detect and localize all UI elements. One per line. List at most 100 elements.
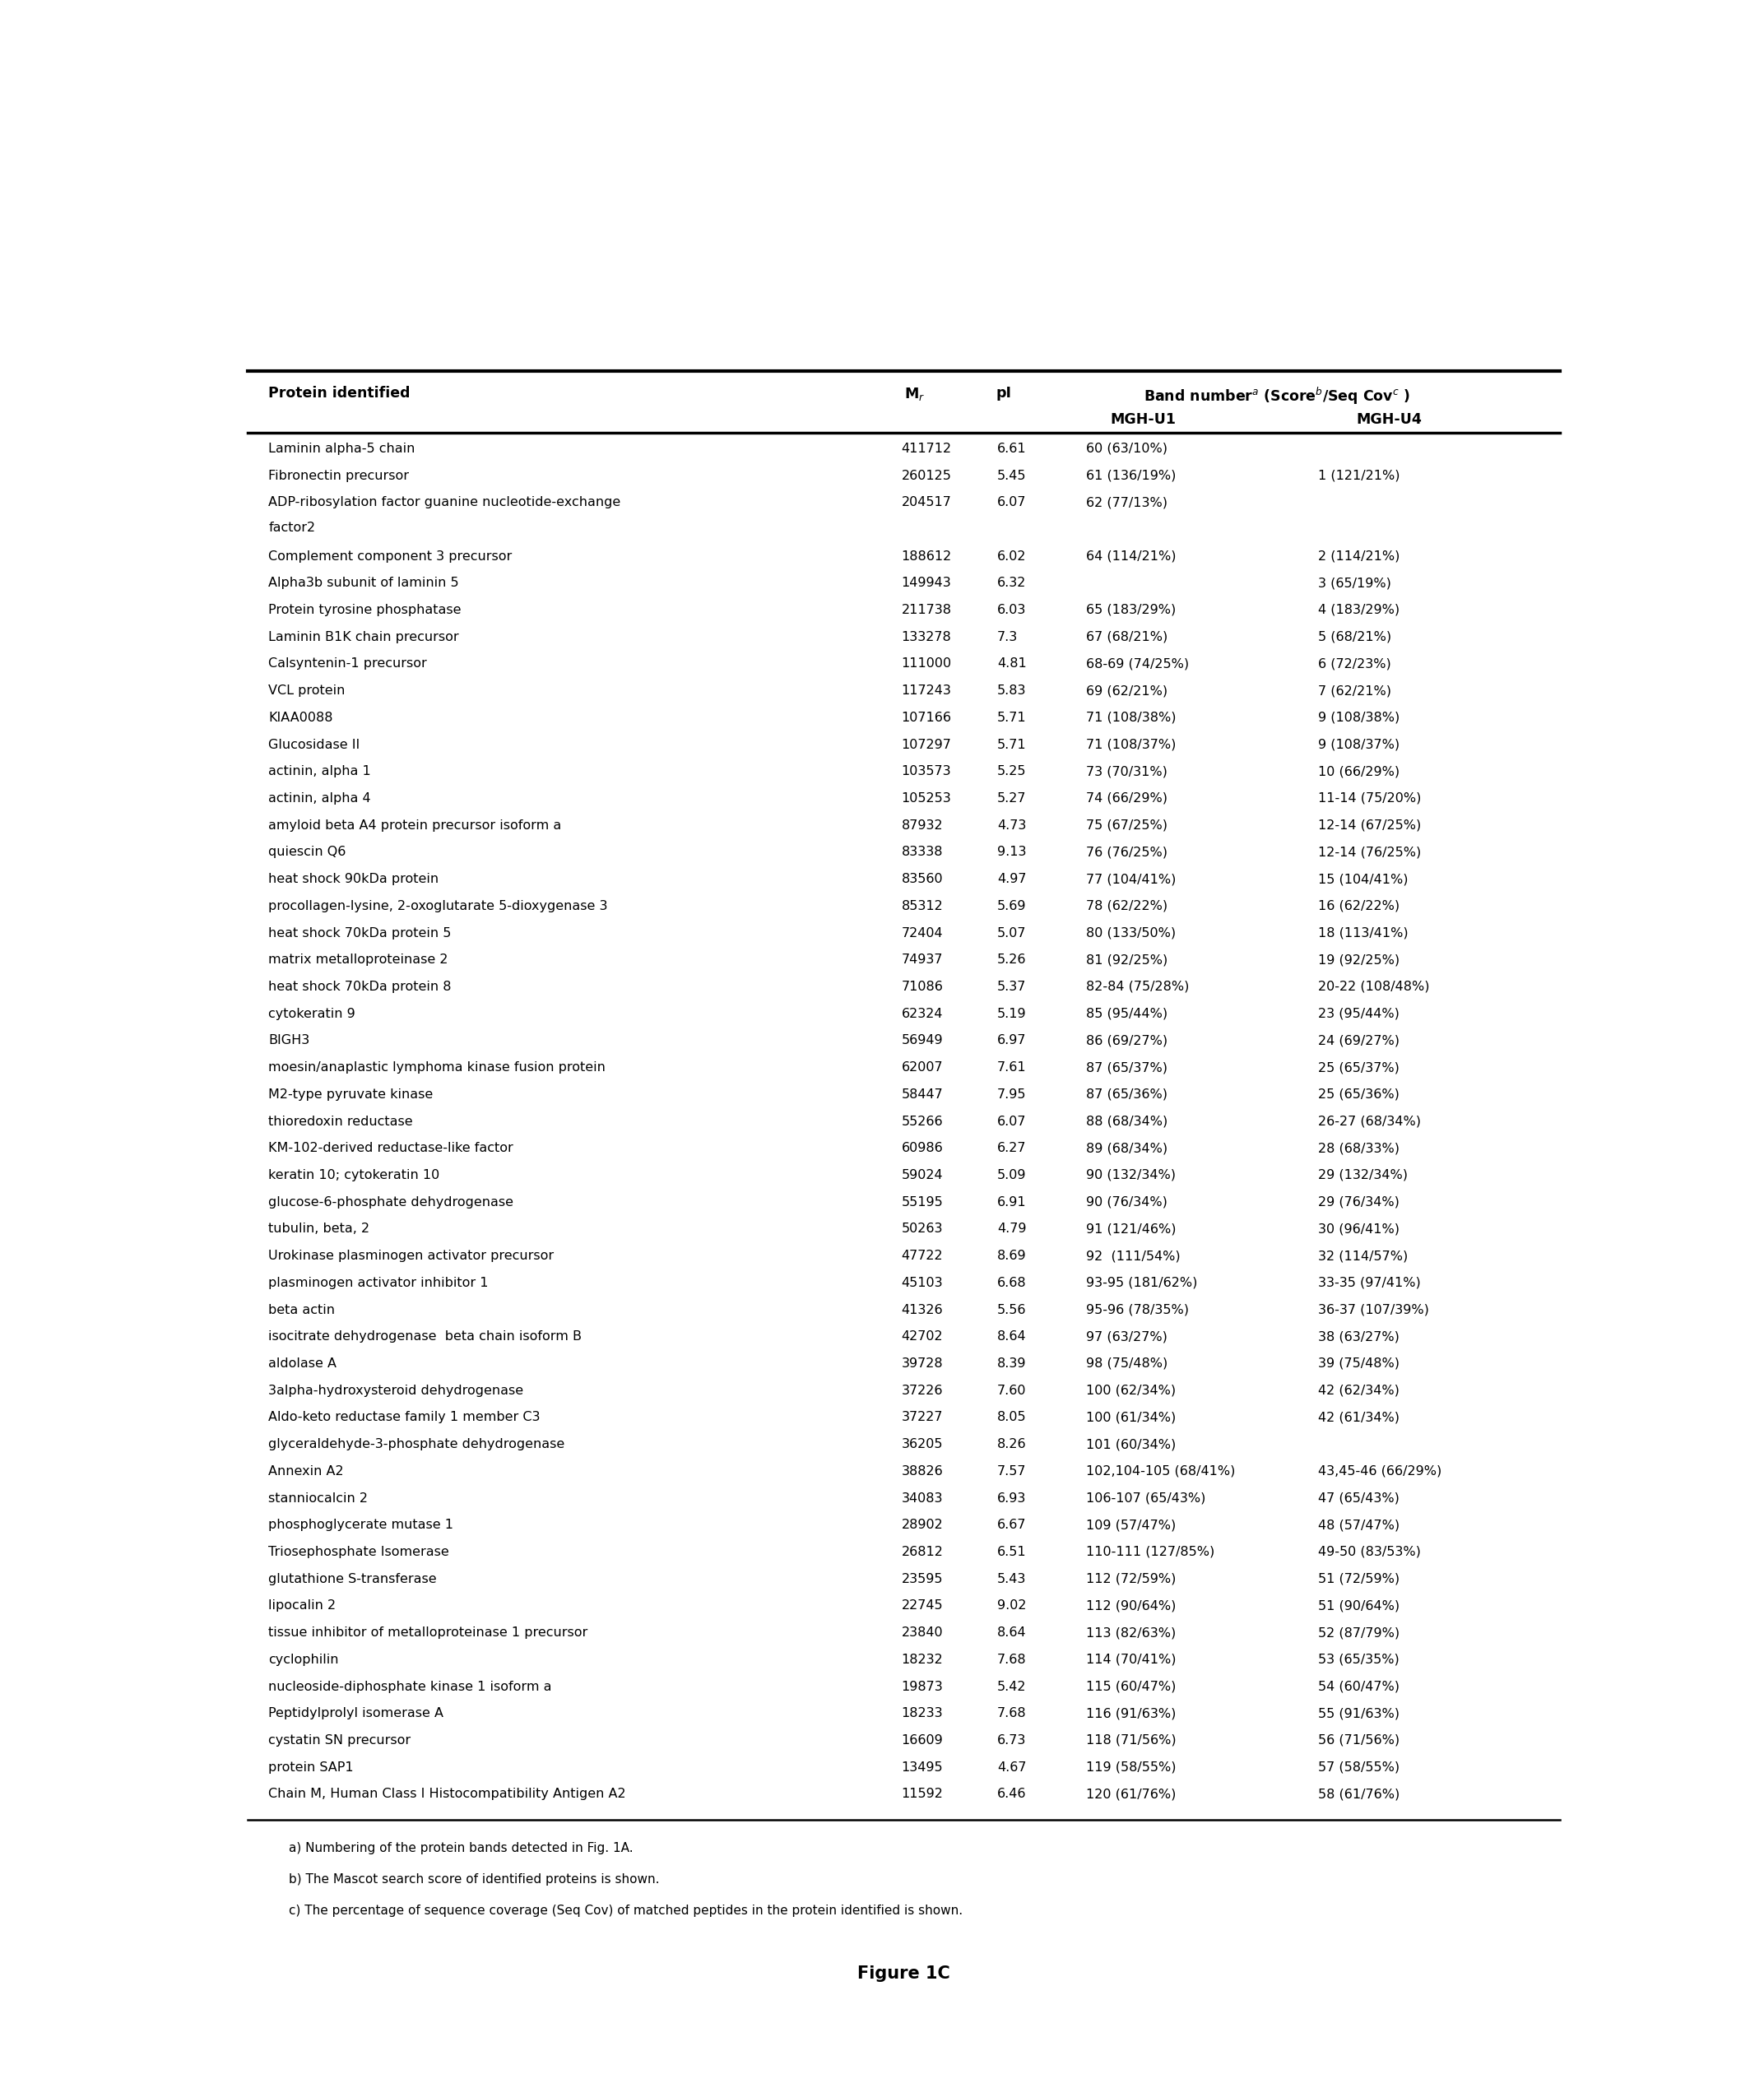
Text: procollagen-lysine, 2-oxoglutarate 5-dioxygenase 3: procollagen-lysine, 2-oxoglutarate 5-dio…	[268, 900, 609, 912]
Text: 12-14 (67/25%): 12-14 (67/25%)	[1318, 818, 1422, 831]
Text: 50263: 50263	[901, 1224, 944, 1236]
Text: 58 (61/76%): 58 (61/76%)	[1318, 1787, 1401, 1800]
Text: Urokinase plasminogen activator precursor: Urokinase plasminogen activator precurso…	[268, 1251, 554, 1261]
Text: 19 (92/25%): 19 (92/25%)	[1318, 954, 1401, 967]
Text: 1 (121/21%): 1 (121/21%)	[1318, 470, 1401, 482]
Text: factor2: factor2	[268, 522, 316, 535]
Text: 38826: 38826	[901, 1466, 944, 1478]
Text: actinin, alpha 1: actinin, alpha 1	[268, 766, 370, 777]
Text: 6.27: 6.27	[997, 1142, 1027, 1155]
Text: 77 (104/41%): 77 (104/41%)	[1087, 873, 1177, 885]
Text: 7.57: 7.57	[997, 1466, 1027, 1478]
Text: 112 (72/59%): 112 (72/59%)	[1087, 1572, 1177, 1585]
Text: 78 (62/22%): 78 (62/22%)	[1087, 900, 1168, 912]
Text: 149943: 149943	[901, 576, 951, 589]
Text: 86 (69/27%): 86 (69/27%)	[1087, 1034, 1168, 1046]
Text: 62007: 62007	[901, 1061, 944, 1073]
Text: 51 (90/64%): 51 (90/64%)	[1318, 1599, 1401, 1612]
Text: 5.56: 5.56	[997, 1303, 1027, 1315]
Text: actinin, alpha 4: actinin, alpha 4	[268, 791, 370, 804]
Text: thioredoxin reductase: thioredoxin reductase	[268, 1115, 413, 1128]
Text: 6.91: 6.91	[997, 1196, 1027, 1209]
Text: 55195: 55195	[901, 1196, 944, 1209]
Text: Triosephosphate Isomerase: Triosephosphate Isomerase	[268, 1545, 450, 1558]
Text: 65 (183/29%): 65 (183/29%)	[1087, 603, 1177, 616]
Text: 204517: 204517	[901, 497, 951, 509]
Text: 29 (132/34%): 29 (132/34%)	[1318, 1169, 1408, 1182]
Text: 111000: 111000	[901, 658, 951, 670]
Text: Calsyntenin-1 precursor: Calsyntenin-1 precursor	[268, 658, 427, 670]
Text: 62324: 62324	[901, 1009, 944, 1019]
Text: KM-102-derived reductase-like factor: KM-102-derived reductase-like factor	[268, 1142, 513, 1155]
Text: 260125: 260125	[901, 470, 951, 482]
Text: 57 (58/55%): 57 (58/55%)	[1318, 1760, 1401, 1773]
Text: 5.25: 5.25	[997, 766, 1027, 777]
Text: 71 (108/37%): 71 (108/37%)	[1087, 739, 1177, 752]
Text: 102,104-105 (68/41%): 102,104-105 (68/41%)	[1087, 1466, 1235, 1478]
Text: 16 (62/22%): 16 (62/22%)	[1318, 900, 1401, 912]
Text: 8.39: 8.39	[997, 1357, 1027, 1370]
Text: matrix metalloproteinase 2: matrix metalloproteinase 2	[268, 954, 448, 967]
Text: lipocalin 2: lipocalin 2	[268, 1599, 335, 1612]
Text: 18232: 18232	[901, 1654, 944, 1666]
Text: 93-95 (181/62%): 93-95 (181/62%)	[1087, 1276, 1198, 1288]
Text: 7.61: 7.61	[997, 1061, 1027, 1073]
Text: 3alpha-hydroxysteroid dehydrogenase: 3alpha-hydroxysteroid dehydrogenase	[268, 1384, 524, 1397]
Text: 20-22 (108/48%): 20-22 (108/48%)	[1318, 981, 1431, 994]
Text: Fibronectin precursor: Fibronectin precursor	[268, 470, 409, 482]
Text: 6.73: 6.73	[997, 1735, 1027, 1746]
Text: quiescin Q6: quiescin Q6	[268, 846, 346, 858]
Text: 6.07: 6.07	[997, 497, 1027, 509]
Text: 16609: 16609	[901, 1735, 944, 1746]
Text: 61 (136/19%): 61 (136/19%)	[1087, 470, 1177, 482]
Text: Band number$^a$ (Score$^b$/Seq Cov$^c$ ): Band number$^a$ (Score$^b$/Seq Cov$^c$ )	[1143, 386, 1409, 407]
Text: Figure 1C: Figure 1C	[857, 1965, 951, 1982]
Text: 43,45-46 (66/29%): 43,45-46 (66/29%)	[1318, 1466, 1441, 1478]
Text: glyceraldehyde-3-phosphate dehydrogenase: glyceraldehyde-3-phosphate dehydrogenase	[268, 1439, 564, 1451]
Text: phosphoglycerate mutase 1: phosphoglycerate mutase 1	[268, 1518, 453, 1531]
Text: 71086: 71086	[901, 981, 944, 994]
Text: 74 (66/29%): 74 (66/29%)	[1087, 791, 1168, 804]
Text: 115 (60/47%): 115 (60/47%)	[1087, 1681, 1177, 1693]
Text: 67 (68/21%): 67 (68/21%)	[1087, 631, 1168, 643]
Text: 6.03: 6.03	[997, 603, 1027, 616]
Text: 72404: 72404	[901, 927, 944, 940]
Text: MGH-U1: MGH-U1	[1110, 411, 1177, 426]
Text: 6.93: 6.93	[997, 1493, 1027, 1503]
Text: 56 (71/56%): 56 (71/56%)	[1318, 1735, 1401, 1746]
Text: protein SAP1: protein SAP1	[268, 1760, 353, 1773]
Text: glutathione S-transferase: glutathione S-transferase	[268, 1572, 437, 1585]
Text: 2 (114/21%): 2 (114/21%)	[1318, 549, 1401, 562]
Text: 88 (68/34%): 88 (68/34%)	[1087, 1115, 1168, 1128]
Text: 6.51: 6.51	[997, 1545, 1027, 1558]
Text: Protein identified: Protein identified	[268, 386, 411, 401]
Text: 8.64: 8.64	[997, 1627, 1027, 1639]
Text: amyloid beta A4 protein precursor isoform a: amyloid beta A4 protein precursor isofor…	[268, 818, 561, 831]
Text: 9 (108/38%): 9 (108/38%)	[1318, 712, 1401, 725]
Text: 4.73: 4.73	[997, 818, 1027, 831]
Text: nucleoside-diphosphate kinase 1 isoform a: nucleoside-diphosphate kinase 1 isoform …	[268, 1681, 552, 1693]
Text: tubulin, beta, 2: tubulin, beta, 2	[268, 1224, 370, 1236]
Text: 5.07: 5.07	[997, 927, 1027, 940]
Text: 89 (68/34%): 89 (68/34%)	[1087, 1142, 1168, 1155]
Text: 62 (77/13%): 62 (77/13%)	[1087, 497, 1168, 509]
Text: 5.43: 5.43	[997, 1572, 1027, 1585]
Text: 6.61: 6.61	[997, 443, 1027, 455]
Text: 6.07: 6.07	[997, 1115, 1027, 1128]
Text: 6 (72/23%): 6 (72/23%)	[1318, 658, 1392, 670]
Text: 71 (108/38%): 71 (108/38%)	[1087, 712, 1177, 725]
Text: 54 (60/47%): 54 (60/47%)	[1318, 1681, 1401, 1693]
Text: 28902: 28902	[901, 1518, 944, 1531]
Text: 114 (70/41%): 114 (70/41%)	[1087, 1654, 1177, 1666]
Text: 7.68: 7.68	[997, 1708, 1027, 1721]
Text: 60986: 60986	[901, 1142, 944, 1155]
Text: 100 (62/34%): 100 (62/34%)	[1087, 1384, 1175, 1397]
Text: 3 (65/19%): 3 (65/19%)	[1318, 576, 1392, 589]
Text: 9.02: 9.02	[997, 1599, 1027, 1612]
Text: Laminin B1K chain precursor: Laminin B1K chain precursor	[268, 631, 459, 643]
Text: 6.02: 6.02	[997, 549, 1027, 562]
Text: 92  (111/54%): 92 (111/54%)	[1087, 1251, 1180, 1261]
Text: 133278: 133278	[901, 631, 951, 643]
Text: heat shock 70kDa protein 5: heat shock 70kDa protein 5	[268, 927, 452, 940]
Text: 37226: 37226	[901, 1384, 944, 1397]
